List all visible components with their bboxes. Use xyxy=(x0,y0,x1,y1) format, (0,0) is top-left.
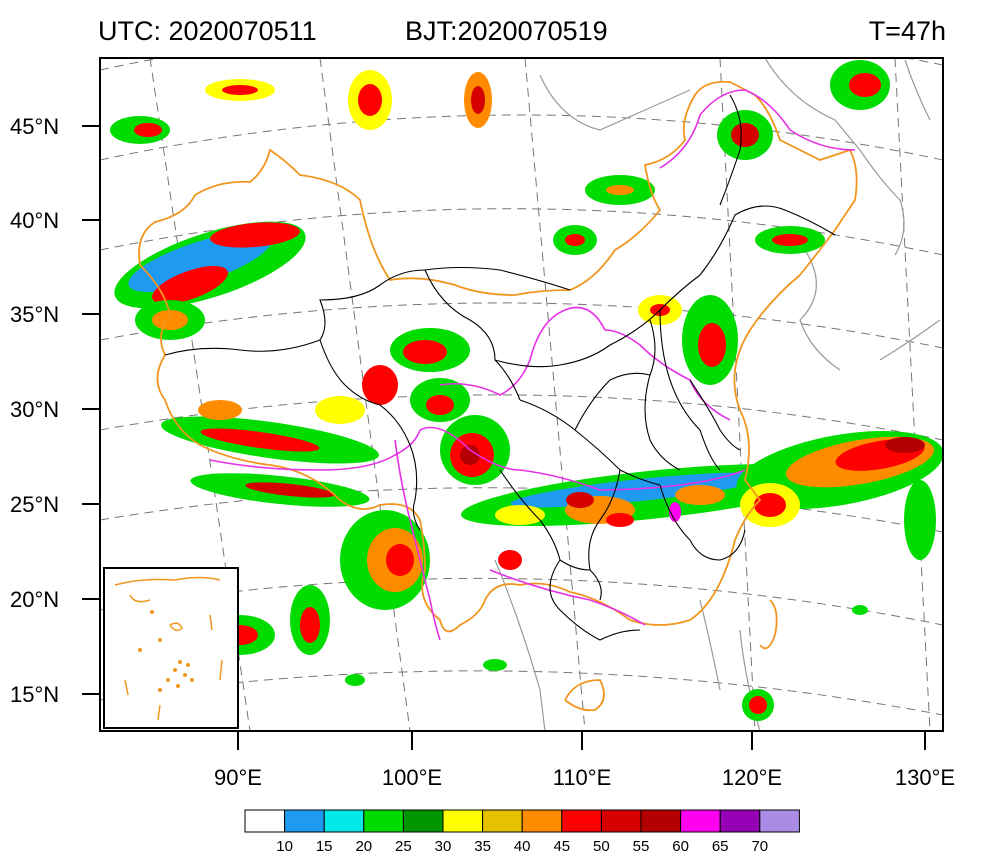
national-border xyxy=(138,80,858,712)
colorbar-swatch xyxy=(719,809,761,833)
echo-cluster-sichuan xyxy=(410,378,510,485)
colorbar-swatch xyxy=(600,809,642,833)
colorbar-swatch xyxy=(640,809,682,833)
colorbar-tick-label: 60 xyxy=(672,838,689,855)
lat-label-15: 15°N xyxy=(10,682,59,707)
lon-label-100: 100°E xyxy=(382,765,442,790)
colorbar-swatch xyxy=(521,809,563,833)
province-borders xyxy=(164,94,836,641)
echo-cluster-qinghai xyxy=(390,328,470,372)
colorbar-swatch xyxy=(323,809,365,833)
colorbar-tick-label: 45 xyxy=(553,838,570,855)
lon-label-90: 90°E xyxy=(214,765,262,790)
colorbar-swatch xyxy=(561,809,602,833)
latitude-axis xyxy=(82,125,100,695)
colorbar-swatch xyxy=(244,809,286,833)
longitude-axis xyxy=(237,731,926,750)
colorbar-swatch xyxy=(759,809,800,833)
lat-label-35: 35°N xyxy=(10,302,59,327)
colorbar-tick-label: 10 xyxy=(276,838,293,855)
colorbar-tick-label: 30 xyxy=(435,838,452,855)
colorbar-swatch xyxy=(442,809,484,833)
colorbar-tick-label: 65 xyxy=(712,838,729,855)
south-china-sea-inset xyxy=(103,567,239,729)
colorbar-tick-label: 35 xyxy=(474,838,491,855)
colorbar-swatch xyxy=(680,809,721,833)
lat-label-25: 25°N xyxy=(10,492,59,517)
colorbar-tick-label: 40 xyxy=(514,838,531,855)
colorbar-tick-label: 70 xyxy=(751,838,768,855)
rivers xyxy=(209,89,856,641)
colorbar-swatch xyxy=(363,809,404,833)
colorbar-tick-label: 50 xyxy=(593,838,610,855)
lat-label-30: 30°N xyxy=(10,397,59,422)
forecast-lead-label: T=47h xyxy=(868,16,946,46)
colorbar-swatch xyxy=(402,809,444,833)
utc-time-label: UTC: 2020070511 xyxy=(98,16,317,46)
bjt-time-label: BJT:2020070519 xyxy=(405,16,608,46)
map-frame xyxy=(99,57,944,732)
colorbar-tick-label: 15 xyxy=(316,838,333,855)
echo-cluster-south-sea xyxy=(345,605,868,721)
colorbar-swatch xyxy=(482,809,523,833)
colorbar-tick-label: 25 xyxy=(395,838,412,855)
colorbar-swatch xyxy=(284,809,325,833)
echo-cluster-yunnan xyxy=(205,510,430,655)
colorbar: 10 15 20 25 30 35 40 45 50 55 60 65 70 xyxy=(244,809,800,855)
lon-label-120: 120°E xyxy=(722,765,782,790)
echo-cluster-tibet xyxy=(161,365,398,507)
map-content xyxy=(100,58,943,731)
colorbar-tick-label: 20 xyxy=(355,838,372,855)
lon-label-110: 110°E xyxy=(553,765,612,790)
lat-label-40: 40°N xyxy=(10,208,59,233)
echo-cluster-xinjiang xyxy=(110,70,492,340)
lat-label-20: 20°N xyxy=(10,587,59,612)
colorbar-tick-label: 55 xyxy=(633,838,650,855)
lon-label-130: 130°E xyxy=(895,765,955,790)
lat-label-45: 45°N xyxy=(10,114,59,139)
